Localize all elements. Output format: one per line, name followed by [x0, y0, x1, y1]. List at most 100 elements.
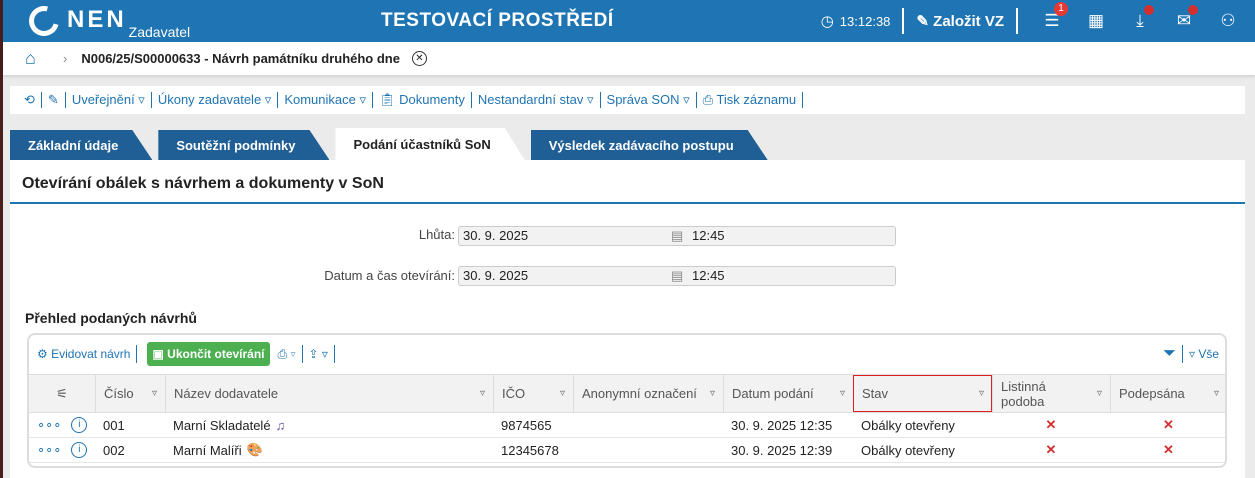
tab-zakladni-udaje[interactable]: Základní údaje [10, 130, 152, 160]
sort-icon[interactable]: ▿ [1213, 388, 1219, 399]
sort-icon[interactable]: ▿ [559, 388, 565, 399]
clock-icon: ◷ [820, 13, 834, 30]
column-label: Číslo [104, 386, 134, 401]
cell-stav: Obálky otevřeny [853, 438, 992, 462]
refresh-icon[interactable]: ⟲ [18, 92, 42, 108]
action-toolbar: ⟲ ✎ Uveřejnění ▿ Úkony zadavatele ▿ Komu… [10, 86, 1245, 114]
column-label: Název dodavatele [174, 386, 279, 401]
end-opening-button[interactable]: ▣ Ukončit otevírání [147, 342, 270, 366]
cell-nazev: Marní Malíři 🎨 [165, 438, 493, 462]
environment-title: TESTOVACÍ PROSTŘEDÍ [381, 10, 614, 31]
column-header-datum[interactable]: Datum podání ▿ [723, 375, 853, 412]
toolbar-dokumenty[interactable]: 📋︎ Dokumenty [373, 92, 472, 108]
table-row[interactable]: ∘∘∘ i 001 Marní Skladatelé ♫ 9874565 30. 9. 20… [29, 413, 1225, 438]
cell-value: 9874565 [501, 417, 552, 433]
sort-icon[interactable]: ▿ [839, 388, 845, 399]
download-icon[interactable]: ⤓ [1118, 5, 1162, 31]
cell-value: ✕ [1163, 442, 1174, 457]
register-icon: ⚙ [37, 347, 52, 361]
cell-cislo: 001 [95, 413, 165, 437]
label: Ukončit otevírání [167, 347, 265, 361]
app-header: NEN Zadavatel TESTOVACÍ PROSTŘEDÍ ◷ 13:1… [3, 0, 1255, 42]
menu-badge: 1 [1054, 2, 1068, 16]
close-icon[interactable]: ✕ [411, 51, 427, 66]
filter-icon[interactable]: ⏷ [1163, 345, 1176, 362]
label: Dokumenty [399, 92, 465, 107]
print-icon: ⎙ [702, 92, 717, 107]
toolbar-nestandardni[interactable]: Nestandardní stav ▿ [472, 92, 601, 108]
breadcrumb-item[interactable]: N006/25/S00000633 - Návrh památníku druh… [81, 51, 400, 66]
clipboard-icon: 📋︎ [379, 92, 400, 107]
info-icon[interactable]: i [71, 417, 88, 433]
chevron-right-icon: › [63, 51, 68, 66]
home-icon[interactable]: ⌂ [25, 48, 36, 68]
row-actions: ∘∘∘ i [29, 438, 95, 462]
print-menu-button[interactable]: ⎙ ▿ [277, 346, 296, 361]
deadline-field: 30. 9. 2025 ▤ 12:45 [458, 226, 896, 246]
sort-icon[interactable]: ▿ [978, 388, 984, 399]
column-settings-icon[interactable]: ⚟ [56, 385, 68, 401]
info-icon[interactable]: i [71, 442, 88, 458]
cell-value: Obálky otevřeny [861, 417, 955, 433]
menu-icon: ☰ [1044, 11, 1060, 30]
create-vz-button[interactable]: ✎ Založit VZ [916, 12, 1004, 30]
column-header-cislo[interactable]: Číslo ▿ [95, 375, 165, 412]
toolbar-ukony[interactable]: Úkony zadavatele ▿ [152, 92, 279, 108]
divider [136, 345, 138, 363]
divider [301, 345, 303, 363]
cell-listinna: ✕ [992, 438, 1110, 462]
cell-value: Marní Skladatelé [173, 417, 271, 433]
table-row[interactable]: ∘∘∘ i 002 Marní Malíři 🎨 12345678 30. 9. 2025 … [29, 438, 1225, 463]
cell-listinna: ✕ [992, 413, 1110, 437]
column-header-anon[interactable]: Anonymní označení ▿ [573, 375, 723, 412]
more-icon[interactable]: ∘∘∘ [37, 442, 62, 457]
column-header-listinna[interactable]: Listinná podoba ▿ [992, 375, 1110, 412]
edit-icon[interactable]: ✎ [42, 92, 66, 108]
cell-stav: Obálky otevřeny [853, 413, 992, 437]
divider [1016, 8, 1018, 34]
tab-soutezni-podminky[interactable]: Soutěžní podmínky [158, 130, 329, 160]
music-icon: ♫ [275, 417, 286, 433]
sort-icon[interactable]: ▿ [709, 388, 715, 399]
column-header-nazev[interactable]: Název dodavatele ▿ [165, 375, 493, 412]
column-label: Stav [862, 386, 889, 401]
table-grid: ⚟ Číslo ▿ Název dodavatele ▿ IČO ▿ Anonymní oz… [29, 374, 1225, 463]
cell-value: 002 [103, 442, 125, 458]
column-header-podepsana[interactable]: Podepsána ▿ [1110, 375, 1225, 412]
toolbar-komunikace[interactable]: Komunikace ▿ [278, 92, 373, 108]
notification-dot [1188, 5, 1198, 15]
export-menu-button[interactable]: ⇪ ▿ [308, 347, 328, 361]
toolbar-sprava-son[interactable]: Správa SON ▿ [601, 92, 697, 108]
column-header-stav[interactable]: Stav ▿ [853, 375, 992, 412]
sort-icon[interactable]: ▿ [1096, 388, 1102, 399]
breadcrumb: ⌂ › N006/25/S00000633 - Návrh památníku … [3, 42, 1255, 75]
time-value: 12:45 [692, 268, 725, 283]
cell-value: 001 [103, 417, 125, 433]
mail-icon[interactable]: ✉ [1162, 5, 1206, 31]
column-header-ico[interactable]: IČO ▿ [493, 375, 573, 412]
tab-vysledek[interactable]: Výsledek zadávacího postupu [531, 130, 768, 160]
cell-value: ✕ [1045, 442, 1057, 457]
cell-nazev: Marní Skladatelé ♫ [165, 413, 493, 437]
menu-button[interactable]: ☰ 1 [1030, 2, 1074, 31]
cell-value: Marní Malíři [173, 442, 242, 458]
create-label: Založit VZ [933, 13, 1004, 30]
table-header-row: ⚟ Číslo ▿ Název dodavatele ▿ IČO ▿ Anonymní oz… [29, 374, 1225, 413]
more-icon[interactable]: ∘∘∘ [37, 417, 62, 432]
cell-ico: 9874565 [493, 413, 573, 437]
date-value: 30. 9. 2025 [463, 268, 529, 283]
sort-icon[interactable]: ▿ [151, 388, 157, 399]
sort-icon[interactable]: ▿ [479, 388, 485, 399]
calendar-icon: ▤ [671, 228, 684, 243]
tab-podani-ucastniku[interactable]: Podání účastníků SoN [335, 128, 524, 160]
nen-logo[interactable]: NEN Zadavatel [23, 0, 190, 42]
toolbar-uverejneni[interactable]: Uveřejnění ▿ [66, 92, 152, 108]
cell-value: ✕ [1045, 417, 1057, 432]
divider [10, 202, 1245, 204]
toolbar-tisk[interactable]: ⎙ Tisk záznamu [697, 92, 804, 108]
column-label: IČO [502, 386, 526, 401]
user-icon[interactable]: ⚇ [1220, 11, 1236, 30]
calendar-icon[interactable]: ▦ [1087, 11, 1105, 30]
register-button[interactable]: ⚙ Evidovat návrh [37, 347, 130, 361]
filter-all-button[interactable]: ▿ Vše [1188, 347, 1219, 361]
